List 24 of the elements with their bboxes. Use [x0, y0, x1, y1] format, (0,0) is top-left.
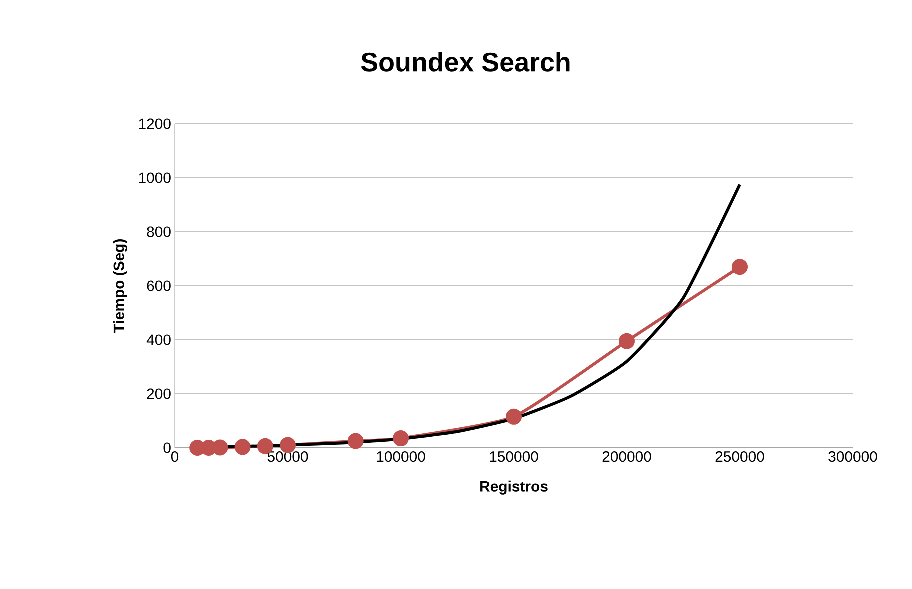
y-tick-label: 800 — [147, 226, 171, 238]
point — [506, 408, 522, 425]
x-tick-label: 0 — [171, 452, 179, 462]
y-tick-label: 1200 — [139, 118, 171, 130]
y-tick-label: 0 — [164, 442, 171, 454]
x-tick-label: 100000 — [377, 452, 426, 462]
y-tick-label: 200 — [147, 388, 171, 400]
x-tick-label: 150000 — [490, 452, 538, 462]
x-tick-label: 50000 — [268, 452, 308, 462]
y-tick-label: 400 — [146, 334, 171, 346]
point — [619, 333, 636, 350]
point — [234, 439, 251, 456]
y-tick-label: 600 — [147, 280, 171, 292]
point — [212, 440, 228, 456]
x-axis-title: Registros — [480, 480, 548, 495]
x-tick-label: 200000 — [602, 452, 652, 462]
chart-title: Soundex Search — [361, 52, 570, 72]
x-tick-label: 250000 — [716, 452, 764, 462]
point — [348, 433, 364, 450]
x-tick-label: 300000 — [828, 452, 878, 462]
y-tick-label: 1000 — [139, 172, 171, 184]
point — [732, 259, 748, 276]
point — [393, 430, 410, 447]
y-axis-title: Tiempo (Seg) — [113, 240, 128, 333]
